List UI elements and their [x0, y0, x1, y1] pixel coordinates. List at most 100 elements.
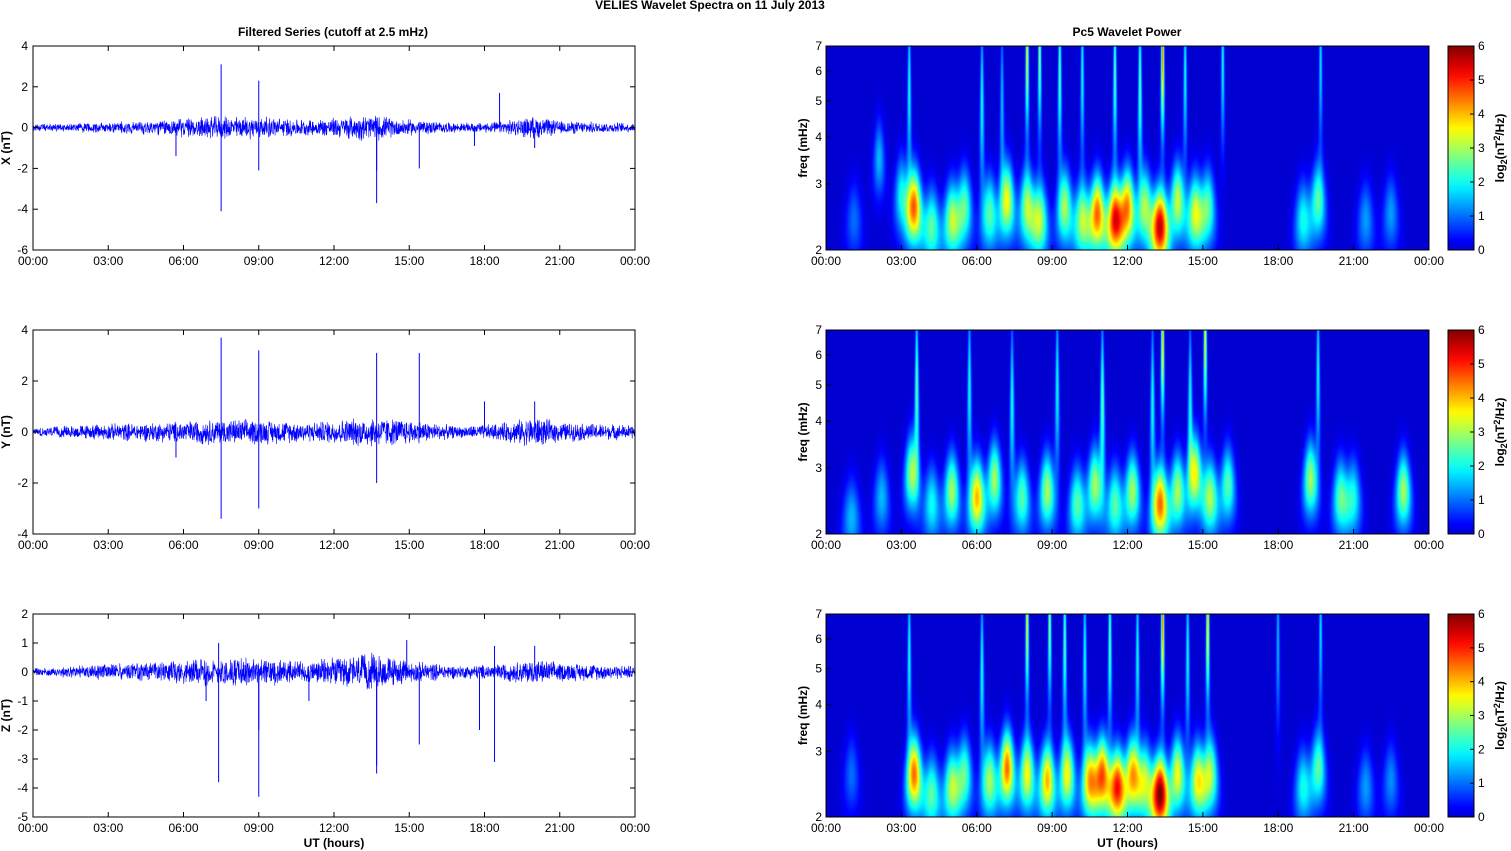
x-tick-label: 09:00	[244, 821, 274, 835]
colorbar-label-part: 2	[1492, 703, 1502, 708]
series-line-2	[32, 652, 636, 690]
x-tick-label: 09:00	[1037, 254, 1067, 268]
y-tick-label: 2	[21, 80, 28, 94]
y-tick-label: 0	[21, 665, 28, 679]
y-tick-label: -4	[17, 527, 28, 541]
spectrogram-image-1	[826, 330, 1429, 534]
colorbar-label-part: (nT	[1493, 140, 1507, 159]
colorbar-0	[1447, 45, 1475, 251]
y-tick-label: 5	[815, 378, 822, 392]
x-tick-label: 18:00	[1263, 538, 1293, 552]
left-column-title: Filtered Series (cutoff at 2.5 mHz)	[238, 25, 428, 39]
right-column-title: Pc5 Wavelet Power	[1073, 25, 1182, 39]
x-tick-label: 21:00	[545, 538, 575, 552]
x-tick-label: 03:00	[886, 254, 916, 268]
x-tick-label: 12:00	[1112, 254, 1142, 268]
x-tick-label: 06:00	[962, 538, 992, 552]
colorbar-tick-label: 0	[1478, 810, 1485, 824]
colorbar-label-part: 2	[1492, 420, 1502, 425]
x-axis-label: UT (hours)	[304, 836, 365, 850]
x-tick-label: 03:00	[886, 538, 916, 552]
x-tick-label: 15:00	[1188, 254, 1218, 268]
x-tick-label: 00:00	[620, 254, 650, 268]
colorbar-tick-label: 3	[1478, 141, 1485, 155]
y-tick-label: -1	[17, 694, 28, 708]
y-tick-label: -2	[17, 723, 28, 737]
colorbar-tick-label: 1	[1478, 209, 1485, 223]
x-tick-label: 09:00	[244, 254, 274, 268]
spectrogram-panel-2: log2(nT2/Hz)	[825, 613, 1509, 818]
colorbar-1	[1447, 329, 1475, 535]
colorbar-label-part: log	[1493, 164, 1507, 182]
x-tick-label: 12:00	[319, 821, 349, 835]
x-tick-label: 21:00	[545, 821, 575, 835]
x-tick-label: 21:00	[1339, 821, 1369, 835]
y-tick-label: 5	[815, 94, 822, 108]
panels: 420-2-4-600:00 03:00 06:00 09:00 12:00 15:00 1…	[0, 39, 1509, 850]
colorbar-tick-label: 6	[1478, 323, 1485, 337]
y-tick-label: 3	[815, 461, 822, 475]
y-tick-label: 0	[21, 121, 28, 135]
x-tick-label: 06:00	[168, 254, 198, 268]
x-tick-label: 03:00	[886, 821, 916, 835]
y-tick-label: 0	[21, 425, 28, 439]
x-tick-label: 18:00	[469, 254, 499, 268]
colorbar-tick-label: 2	[1478, 175, 1485, 189]
colorbar-label-part: 2	[1499, 727, 1509, 732]
colorbar-tick-label: 0	[1478, 527, 1485, 541]
y-tick-label: 2	[21, 607, 28, 621]
y-tick-label: 2	[815, 527, 822, 541]
x-tick-label: 00:00	[811, 254, 841, 268]
x-tick-label: 18:00	[469, 821, 499, 835]
colorbar-tick-label: 5	[1478, 73, 1485, 87]
colorbar-label-part: 2	[1492, 136, 1502, 141]
y-axis-label: X (nT)	[0, 131, 13, 165]
colorbar-label-part: log	[1493, 448, 1507, 466]
colorbar-label-part: 2	[1499, 443, 1509, 448]
x-tick-label: 00:00	[18, 821, 48, 835]
x-tick-label: 00:00	[1414, 254, 1444, 268]
colorbar-label-part: /Hz)	[1493, 114, 1507, 136]
colorbar-tick-label: 6	[1478, 607, 1485, 621]
colorbar-label-part: (nT	[1493, 424, 1507, 443]
series-line-0	[32, 115, 636, 141]
x-tick-label: 00:00	[620, 821, 650, 835]
x-tick-label: 21:00	[1339, 254, 1369, 268]
colorbar-tick-label: 1	[1478, 776, 1485, 790]
x-tick-label: 00:00	[18, 538, 48, 552]
y-tick-label: 6	[815, 632, 822, 646]
x-tick-label: 18:00	[1263, 821, 1293, 835]
y-axis-label: freq (mHz)	[796, 402, 810, 461]
y-tick-label: 6	[815, 348, 822, 362]
x-tick-label: 03:00	[93, 254, 123, 268]
y-tick-label: 2	[21, 374, 28, 388]
colorbar-tick-label: 5	[1478, 357, 1485, 371]
spectrogram-image-2	[826, 614, 1429, 817]
x-tick-label: 09:00	[1037, 538, 1067, 552]
x-tick-label: 15:00	[1188, 821, 1218, 835]
y-axis-label: Y (nT)	[0, 415, 13, 449]
x-tick-label: 00:00	[18, 254, 48, 268]
colorbar-label-part: 2	[1499, 159, 1509, 164]
colorbar-tick-label: 1	[1478, 493, 1485, 507]
y-tick-label: 3	[815, 744, 822, 758]
y-tick-label: 4	[21, 39, 28, 53]
series-panel-0	[32, 45, 636, 251]
x-tick-label: 15:00	[394, 538, 424, 552]
series-panel-1	[32, 329, 636, 535]
x-tick-label: 12:00	[319, 254, 349, 268]
y-tick-label: -6	[17, 243, 28, 257]
x-tick-label: 06:00	[962, 821, 992, 835]
colorbar-tick-label: 4	[1478, 675, 1485, 689]
x-tick-label: 00:00	[811, 821, 841, 835]
colorbar-label: log2(nT2/Hz)	[1492, 398, 1509, 467]
y-tick-label: -5	[17, 810, 28, 824]
spectrogram-panel-1: log2(nT2/Hz)	[825, 329, 1509, 535]
x-tick-label: 12:00	[1112, 821, 1142, 835]
x-tick-label: 12:00	[1112, 538, 1142, 552]
x-tick-label: 12:00	[319, 538, 349, 552]
colorbar-tick-label: 2	[1478, 742, 1485, 756]
y-axis-label: freq (mHz)	[796, 686, 810, 745]
x-tick-label: 21:00	[1339, 538, 1369, 552]
